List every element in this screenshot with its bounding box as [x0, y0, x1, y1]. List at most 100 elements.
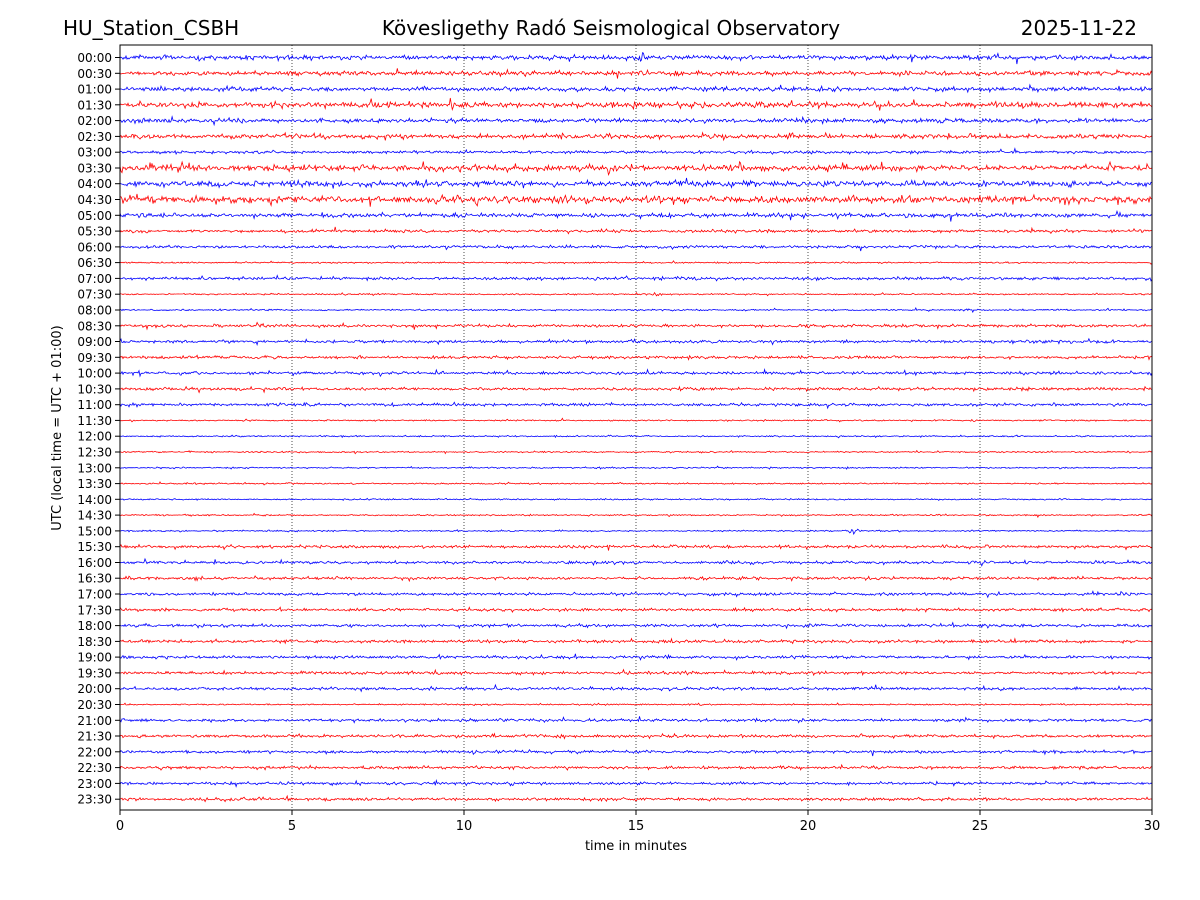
seismic-trace: [119, 702, 1153, 707]
y-tick-label: 16:30: [77, 572, 112, 586]
seismic-trace: [119, 512, 1153, 519]
station-title: HU_Station_CSBH: [63, 16, 240, 40]
seismic-trace: [119, 160, 1153, 176]
seismic-trace: [119, 590, 1153, 599]
seismic-trace: [119, 83, 1153, 94]
x-tick-label: 20: [800, 819, 817, 834]
y-axis-label: UTC (local time = UTC + 01:00): [50, 325, 65, 530]
y-tick-label: 17:00: [77, 588, 112, 602]
y-tick-label: 22:00: [77, 745, 112, 759]
seismic-trace: [119, 244, 1153, 252]
y-tick-label: 08:00: [77, 304, 112, 318]
y-tick-label: 01:00: [77, 83, 112, 97]
y-tick-label: 17:30: [77, 603, 112, 617]
seismic-trace: [119, 401, 1153, 410]
seismic-trace: [119, 621, 1153, 630]
y-tick-label: 00:30: [77, 67, 112, 81]
x-axis-label: time in minutes: [585, 839, 687, 854]
x-axis-ticks: 0 5 10 15 20 25 30: [116, 810, 1160, 834]
seismic-trace: [119, 115, 1153, 127]
seismic-trace: [119, 226, 1153, 235]
y-tick-label: 18:30: [77, 635, 112, 649]
y-tick-label: 20:30: [77, 698, 112, 712]
seismic-trace: [119, 434, 1153, 439]
seismic-trace: [119, 481, 1153, 486]
seismic-trace: [119, 193, 1153, 207]
y-tick-label: 06:00: [77, 240, 112, 254]
y-tick-label: 05:00: [77, 209, 112, 223]
seismic-trace: [119, 177, 1153, 189]
seismic-trace: [119, 557, 1153, 567]
seismic-trace: [119, 449, 1153, 455]
seismic-trace: [119, 147, 1153, 156]
y-tick-label: 01:30: [77, 98, 112, 112]
y-tick-label: 19:30: [77, 666, 112, 680]
y-tick-label: 23:00: [77, 777, 112, 791]
seismic-trace: [119, 385, 1153, 394]
y-tick-label: 04:30: [77, 193, 112, 207]
y-tick-label: 21:30: [77, 730, 112, 744]
seismic-trace: [119, 291, 1153, 297]
seismic-trace: [119, 668, 1153, 677]
seismic-trace: [119, 52, 1153, 65]
y-tick-label: 12:30: [77, 446, 112, 460]
y-tick-label: 03:30: [77, 162, 112, 176]
y-tick-label: 08:30: [77, 319, 112, 333]
y-tick-label: 12:00: [77, 430, 112, 444]
y-tick-label: 05:30: [77, 225, 112, 239]
seismic-trace: [119, 748, 1153, 757]
seismic-trace: [119, 606, 1153, 613]
y-tick-label: 10:30: [77, 382, 112, 396]
y-tick-label: 20:00: [77, 682, 112, 696]
seismic-trace: [119, 683, 1152, 693]
seismic-trace: [119, 337, 1153, 347]
y-tick-label: 15:00: [77, 524, 112, 538]
y-tick-label: 09:30: [77, 351, 112, 365]
y-tick-label: 13:00: [77, 461, 112, 475]
y-tick-label: 00:00: [77, 51, 112, 65]
seismic-traces: [119, 52, 1153, 803]
seismic-trace: [119, 465, 1153, 470]
y-tick-label: 09:00: [77, 335, 112, 349]
y-tick-label: 04:00: [77, 177, 112, 191]
seismic-trace: [119, 210, 1153, 222]
y-tick-label: 16:00: [77, 556, 112, 570]
seismic-trace: [119, 274, 1153, 282]
y-tick-label: 07:30: [77, 288, 112, 302]
seismic-trace: [119, 354, 1153, 361]
x-tick-label: 10: [456, 819, 473, 834]
seismic-trace: [119, 732, 1153, 740]
seismic-trace: [119, 763, 1153, 771]
seismic-trace: [119, 575, 1153, 583]
y-tick-label: 22:30: [77, 761, 112, 775]
y-tick-label: 11:30: [77, 414, 112, 428]
y-tick-label: 18:00: [77, 619, 112, 633]
y-tick-label: 06:30: [77, 256, 112, 270]
seismic-trace: [119, 637, 1153, 645]
x-tick-label: 30: [1144, 819, 1161, 834]
y-tick-label: 10:00: [77, 367, 112, 381]
x-tick-label: 15: [628, 819, 645, 834]
seismic-trace: [119, 543, 1153, 551]
x-tick-label: 0: [116, 819, 124, 834]
y-tick-label: 11:00: [77, 398, 112, 412]
y-tick-label: 02:30: [77, 130, 112, 144]
seismic-trace: [119, 321, 1153, 331]
seismic-trace: [119, 497, 1153, 502]
observatory-title: Kövesligethy Radó Seismological Observat…: [381, 16, 841, 40]
seismic-trace: [119, 68, 1153, 79]
y-tick-label: 07:00: [77, 272, 112, 286]
seismic-trace: [119, 260, 1153, 265]
y-tick-label: 21:00: [77, 714, 112, 728]
seismic-trace: [119, 528, 1153, 535]
y-tick-label: 19:00: [77, 651, 112, 665]
seismic-trace: [120, 794, 1153, 803]
y-tick-label: 23:30: [77, 793, 112, 807]
y-tick-label: 02:00: [77, 114, 112, 128]
y-tick-label: 15:30: [77, 540, 112, 554]
plot-background: [120, 45, 1152, 810]
seismic-trace: [119, 417, 1153, 423]
seismic-trace: [119, 131, 1153, 142]
